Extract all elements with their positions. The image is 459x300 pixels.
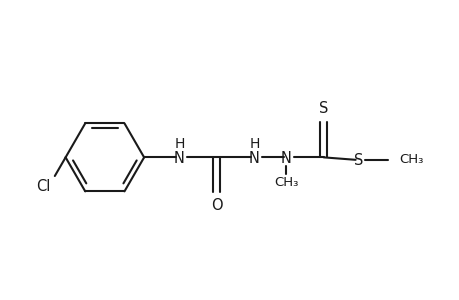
Text: N: N [174,151,185,166]
Text: Cl: Cl [36,179,50,194]
Text: CH₃: CH₃ [274,176,298,189]
Text: S: S [319,101,328,116]
Text: H: H [249,136,259,151]
Text: S: S [353,153,363,168]
Text: H: H [174,136,184,151]
Text: N: N [249,151,259,166]
Text: O: O [211,198,222,213]
Text: CH₃: CH₃ [398,153,422,166]
Text: N: N [280,151,291,166]
